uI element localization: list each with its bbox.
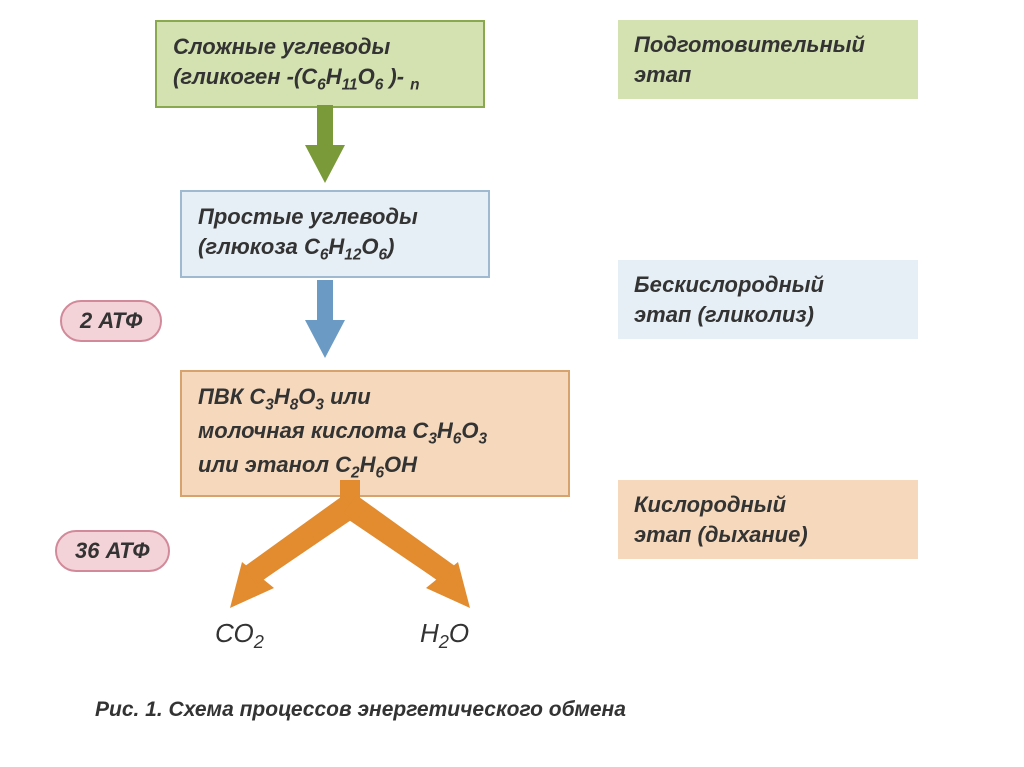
box-simple-carbohydrates: Простые углеводы (глюкоза С6Н12О6) — [180, 190, 490, 278]
text-line1: ПВК С3Н8О3 или — [198, 384, 371, 409]
box-anaerobic-stage: Бескислородный этап (гликолиз) — [618, 260, 918, 339]
text-line2: (глюкоза С6Н12О6) — [198, 234, 394, 259]
text-line1: Простые углеводы — [198, 204, 418, 229]
text-line2: этап (гликолиз) — [634, 302, 814, 327]
pill-36-atp: 36 АТФ — [55, 530, 170, 572]
text-line2: молочная кислота С3Н6О3 — [198, 418, 487, 443]
caption-text: Рис. 1. Схема процессов энергетического … — [95, 698, 626, 721]
arrow-down-blue-icon — [305, 280, 345, 358]
pill-2-atp: 2 АТФ — [60, 300, 162, 342]
text-line1: Бескислородный — [634, 272, 824, 297]
arrow-fork-orange-icon — [210, 480, 490, 620]
formula-h2o: Н2О — [420, 618, 469, 653]
pill-text: 36 АТФ — [75, 538, 150, 563]
text-line1: Сложные углеводы — [173, 34, 390, 59]
text-line1: Кислородный — [634, 492, 786, 517]
formula-co2: СО2 — [215, 618, 264, 653]
text-line3: или этанол С2Н6ОН — [198, 452, 417, 477]
text-line1: Подготовительный — [634, 32, 865, 57]
text-line2: (гликоген -(С6Н11О6 )- n — [173, 64, 420, 89]
box-aerobic-stage: Кислородный этап (дыхание) — [618, 480, 918, 559]
box-complex-carbohydrates: Сложные углеводы (гликоген -(С6Н11О6 )- … — [155, 20, 485, 108]
pill-text: 2 АТФ — [80, 308, 142, 333]
figure-caption: Рис. 1. Схема процессов энергетического … — [95, 698, 626, 722]
arrow-down-green-icon — [305, 105, 345, 183]
box-preparatory-stage: Подготовительный этап — [618, 20, 918, 99]
text-line2: этап — [634, 62, 691, 87]
box-pyruvic-acid: ПВК С3Н8О3 или молочная кислота С3Н6О3 и… — [180, 370, 570, 497]
text-line2: этап (дыхание) — [634, 522, 808, 547]
